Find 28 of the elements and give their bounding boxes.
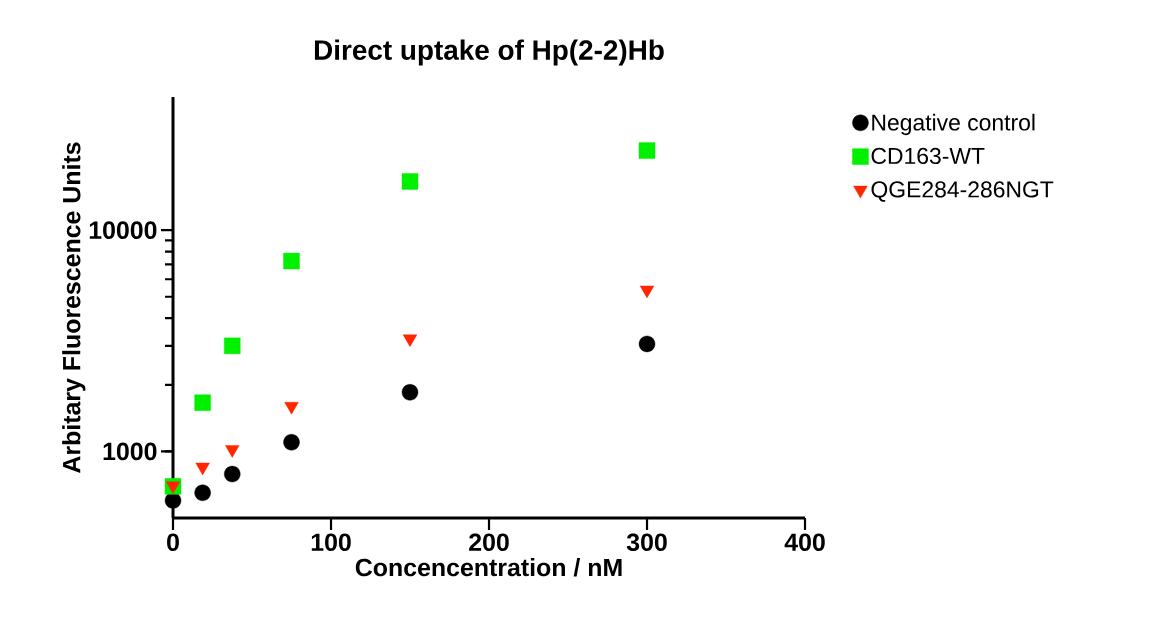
- point: [194, 394, 211, 411]
- y-tick-label: 10000: [89, 221, 157, 239]
- point: [224, 465, 241, 483]
- point: [283, 434, 300, 451]
- y-tick-label: 1000: [103, 442, 157, 461]
- point: [195, 462, 210, 476]
- x-tick-label: 400: [784, 533, 825, 552]
- point: [194, 484, 211, 501]
- x-tick-label: 100: [311, 533, 351, 552]
- x-tick-label: 0: [167, 533, 179, 552]
- point: [402, 334, 418, 347]
- point: [401, 384, 419, 401]
- point: [224, 337, 241, 355]
- y-axis-title: Arbitary Fluorescence Units: [62, 142, 86, 473]
- point: [225, 445, 240, 458]
- point: [639, 285, 655, 299]
- point: [401, 173, 419, 190]
- point: [638, 142, 656, 159]
- chart-title: Direct uptake of Hp(2-2)Hb: [314, 39, 664, 66]
- legend-label: QGE284-286NGT: [871, 181, 1054, 202]
- legend-label: CD163-WT: [871, 147, 985, 165]
- point: [284, 402, 299, 415]
- point: [283, 252, 300, 270]
- legend-label: Negative control: [872, 113, 1035, 136]
- x-tick-label: 200: [469, 533, 509, 552]
- x-axis-title: Concencentration / nM: [355, 558, 622, 577]
- point: [638, 335, 656, 353]
- x-tick-label: 300: [626, 533, 667, 552]
